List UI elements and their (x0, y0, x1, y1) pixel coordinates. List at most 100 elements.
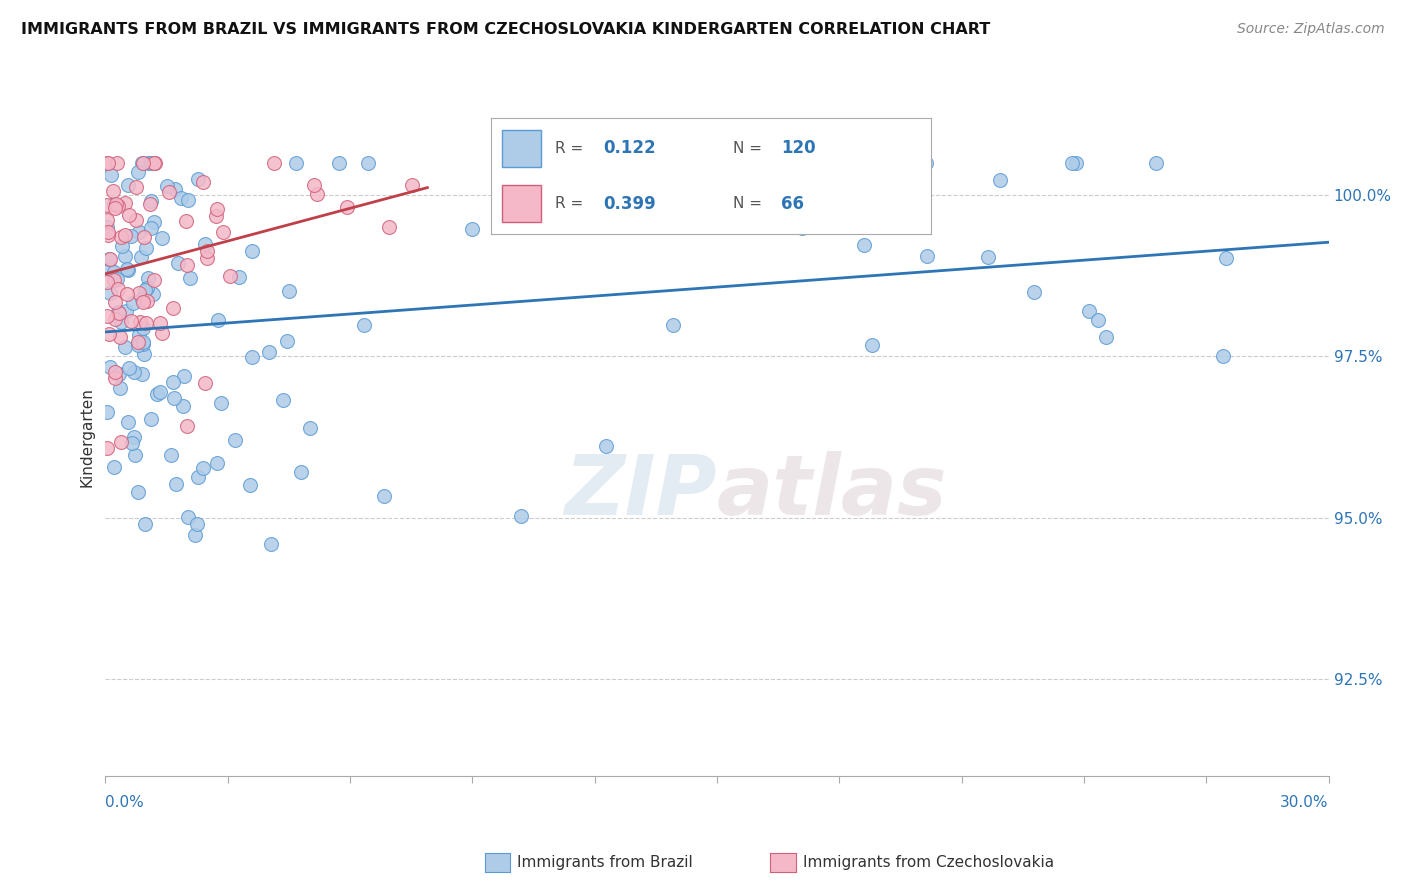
Point (1144, 155, 1167, 169)
Point (107, 282, 129, 296)
Point (1066, 155, 1088, 169)
Point (207, 312, 229, 326)
Point (96, 405, 118, 419)
Point (121, 435, 143, 450)
Point (195, 244, 218, 258)
Point (299, 421, 322, 435)
Point (194, 376, 217, 390)
Point (149, 385, 172, 400)
Point (134, 230, 156, 244)
Point (108, 330, 131, 344)
Point (1212, 349, 1234, 363)
Point (96, 309, 118, 323)
Point (122, 366, 145, 380)
Point (149, 316, 172, 330)
Point (131, 367, 153, 381)
Point (125, 179, 148, 194)
Y-axis label: Kindergarten: Kindergarten (79, 387, 94, 487)
Point (156, 178, 179, 193)
Point (135, 241, 157, 255)
Point (103, 184, 125, 198)
Point (103, 265, 125, 279)
Point (127, 485, 149, 500)
Point (1087, 313, 1109, 327)
Point (96, 441, 118, 455)
Point (186, 516, 208, 531)
Point (139, 221, 162, 235)
Point (257, 344, 280, 359)
Text: ZIP: ZIP (564, 450, 717, 532)
Point (111, 239, 134, 253)
Point (205, 202, 228, 217)
Point (139, 412, 162, 426)
Point (284, 155, 307, 169)
Point (328, 155, 350, 169)
Point (707, 211, 730, 225)
Point (176, 258, 198, 272)
Point (378, 220, 401, 235)
Point (143, 155, 166, 169)
Point (122, 296, 145, 310)
Point (110, 230, 132, 244)
Point (170, 191, 193, 205)
Point (135, 316, 157, 330)
Point (177, 510, 200, 524)
Point (96, 219, 118, 234)
Point (173, 369, 195, 384)
Point (97, 326, 120, 341)
Point (115, 303, 138, 318)
Point (132, 320, 155, 334)
Point (103, 459, 125, 474)
Point (915, 155, 938, 169)
Text: IMMIGRANTS FROM BRAZIL VS IMMIGRANTS FROM CZECHOSLOVAKIA KINDERGARTEN CORRELATIO: IMMIGRANTS FROM BRAZIL VS IMMIGRANTS FRO… (21, 22, 990, 37)
Point (132, 337, 155, 351)
Point (114, 196, 136, 211)
Point (162, 376, 184, 390)
Point (118, 361, 141, 376)
Point (118, 208, 141, 222)
Point (120, 229, 142, 244)
Point (117, 263, 139, 277)
Point (105, 272, 128, 286)
Text: 0.0%: 0.0% (105, 796, 145, 810)
Point (461, 222, 484, 236)
Point (353, 318, 375, 332)
Point (239, 478, 262, 492)
Point (97, 225, 120, 239)
Point (211, 225, 233, 239)
Point (131, 295, 153, 310)
Point (127, 338, 149, 352)
Point (122, 430, 145, 444)
Point (176, 418, 198, 433)
Point (195, 252, 218, 266)
Point (187, 469, 209, 483)
Point (100, 168, 122, 182)
Point (103, 197, 125, 211)
Point (135, 281, 157, 295)
Point (401, 178, 423, 192)
Point (1022, 285, 1045, 299)
Text: atlas: atlas (717, 450, 948, 532)
Point (96, 155, 118, 169)
Point (172, 399, 194, 413)
Point (129, 315, 152, 329)
Point (127, 334, 149, 349)
Point (205, 456, 228, 470)
Point (194, 237, 217, 252)
Point (139, 194, 162, 208)
Point (150, 326, 173, 340)
Point (110, 315, 132, 329)
Point (860, 338, 883, 352)
Point (336, 200, 359, 214)
Point (146, 387, 169, 401)
Point (131, 155, 153, 169)
Point (132, 155, 155, 169)
Point (103, 273, 125, 287)
Point (136, 155, 159, 169)
Point (108, 367, 131, 381)
Point (120, 314, 142, 328)
Point (271, 392, 294, 407)
Point (105, 196, 128, 211)
Point (105, 155, 128, 169)
Point (98, 286, 121, 301)
